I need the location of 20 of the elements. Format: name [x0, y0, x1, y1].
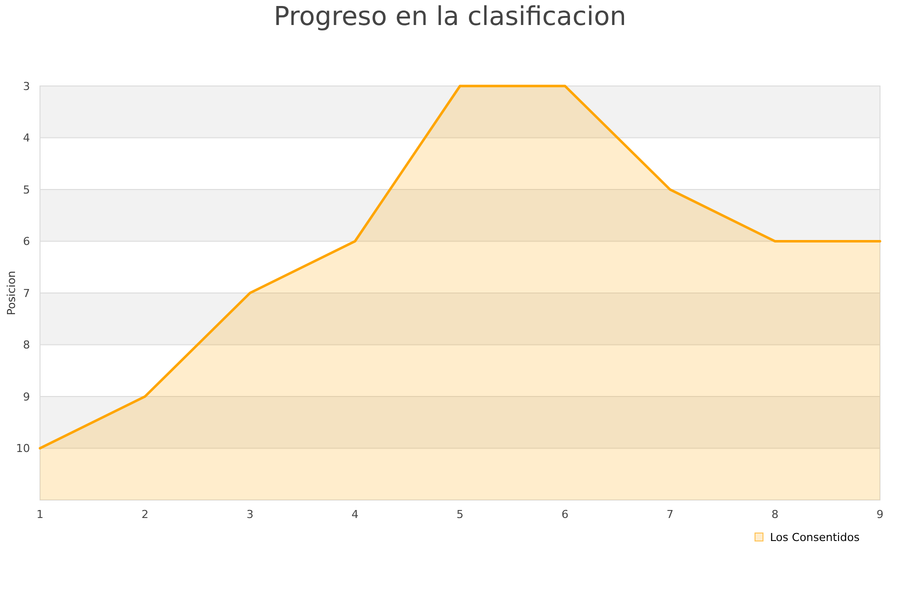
y-tick-label: 8	[23, 338, 30, 352]
x-tick-label: 2	[142, 508, 148, 521]
y-tick-label: 10	[16, 442, 30, 456]
x-tick-label: 5	[456, 508, 464, 521]
x-tick-label: 9	[876, 508, 884, 521]
y-tick-label: 4	[23, 132, 30, 145]
y-tick-label: 6	[23, 235, 30, 248]
legend-label: Los Consentidos	[770, 530, 860, 544]
y-tick-label: 5	[23, 183, 30, 196]
x-tick-label: 3	[246, 508, 254, 521]
y-axis-title: Posicion	[4, 270, 18, 316]
x-tick-label: 4	[352, 508, 358, 521]
chart-title: Progreso en la clasificacion	[274, 2, 626, 32]
x-tick-label: 8	[772, 508, 778, 521]
x-tick-label: 6	[562, 508, 568, 521]
y-tick-label: 9	[23, 390, 30, 404]
x-tick-label: 7	[666, 508, 674, 521]
y-tick-label: 7	[23, 286, 30, 300]
x-tick-label: 1	[36, 508, 44, 521]
y-tick-label: 3	[23, 80, 30, 93]
